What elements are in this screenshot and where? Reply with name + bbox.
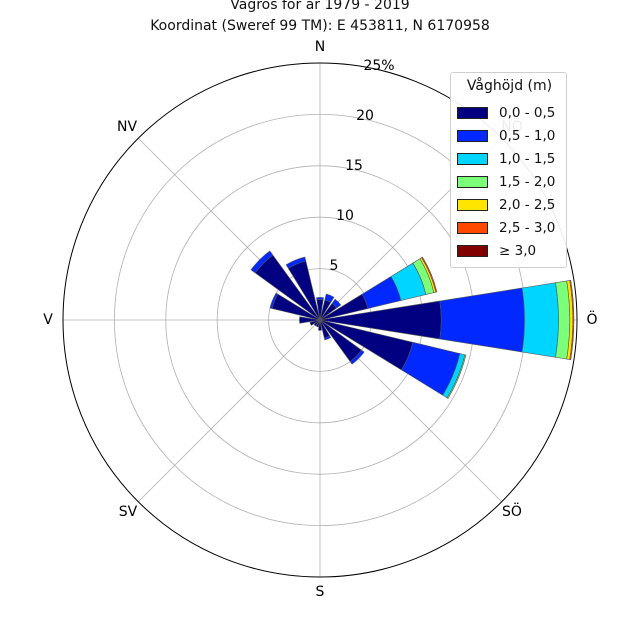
rose-bar-segment — [331, 298, 342, 309]
r-tick-label-15: 15 — [345, 158, 363, 174]
legend-label: ≥ 3,0 — [499, 243, 537, 259]
rose-bar-segment — [309, 319, 321, 326]
rose-bar-segment — [250, 250, 274, 274]
direction-label-s: S — [316, 584, 325, 600]
chart-title-line1: Vågros för år 1979 - 2019 — [230, 0, 410, 13]
grid-spoke — [137, 319, 321, 503]
legend-item: 2,5 - 3,0 — [457, 218, 555, 238]
rose-bar-segment — [446, 354, 467, 399]
legend-swatch — [457, 199, 488, 211]
rose-bar-segment — [316, 297, 324, 301]
rose-bar-segment — [313, 319, 321, 327]
legend-item: 2,0 - 2,5 — [457, 195, 555, 215]
legend-title: Våghöjd (m) — [466, 78, 553, 94]
direction-label-nv: NV — [117, 119, 137, 135]
legend-label: 0,5 - 1,0 — [499, 128, 556, 144]
direction-label-sv: SV — [119, 504, 138, 520]
rose-bar-segment — [323, 335, 332, 341]
legend-label: 0,0 - 0,5 — [499, 105, 556, 121]
legend-swatch — [457, 245, 488, 257]
rose-bar-segment — [569, 279, 575, 361]
direction-label-n: N — [315, 39, 325, 55]
r-tick-label-20: 20 — [356, 108, 374, 124]
rose-bar-segment — [421, 256, 438, 293]
legend-swatch — [457, 130, 488, 142]
legend-swatch — [457, 176, 488, 188]
legend: Våghöjd (m) 0,0 - 0,5 0,5 - 1,0 1,0 - 1,… — [450, 72, 567, 268]
chart-title-line2: Koordinat (Sweref 99 TM): E 453811, N 61… — [150, 18, 490, 34]
rose-bar-segment — [318, 319, 322, 331]
direction-label-v: V — [43, 312, 53, 328]
direction-label-o: Ö — [586, 310, 597, 328]
r-tick-label-25: 25% — [363, 58, 394, 74]
legend-item: 0,0 - 0,5 — [457, 103, 555, 123]
rose-bar-segment — [285, 256, 307, 269]
legend-item: 0,5 - 1,0 — [457, 126, 555, 146]
radial-tick-labels: 5 10 15 20 25% — [330, 58, 395, 274]
legend-item: 1,5 - 2,0 — [457, 172, 555, 192]
legend-label: 2,0 - 2,5 — [499, 197, 556, 213]
legend-item: 1,0 - 1,5 — [457, 149, 555, 169]
legend-item: ≥ 3,0 — [457, 241, 536, 261]
rose-bar-segment — [349, 349, 365, 365]
rose-bar-segment — [299, 316, 321, 324]
legend-swatch — [457, 107, 488, 119]
rose-bars — [250, 250, 575, 399]
direction-label-so: SÖ — [502, 502, 522, 520]
rose-bar-segment — [439, 287, 525, 353]
polar-outline — [62, 62, 578, 578]
rose-bar-segment — [324, 293, 335, 303]
legend-label: 1,0 - 1,5 — [499, 151, 556, 167]
rose-bar-segment — [269, 292, 279, 309]
r-tick-label-10: 10 — [336, 208, 354, 224]
rose-bar-segment — [521, 282, 559, 358]
legend-label: 1,5 - 2,0 — [499, 174, 556, 190]
legend-swatch — [457, 153, 488, 165]
legend-swatch — [457, 222, 488, 234]
r-tick-label-5: 5 — [330, 258, 339, 274]
legend-label: 2,5 - 3,0 — [499, 220, 556, 236]
